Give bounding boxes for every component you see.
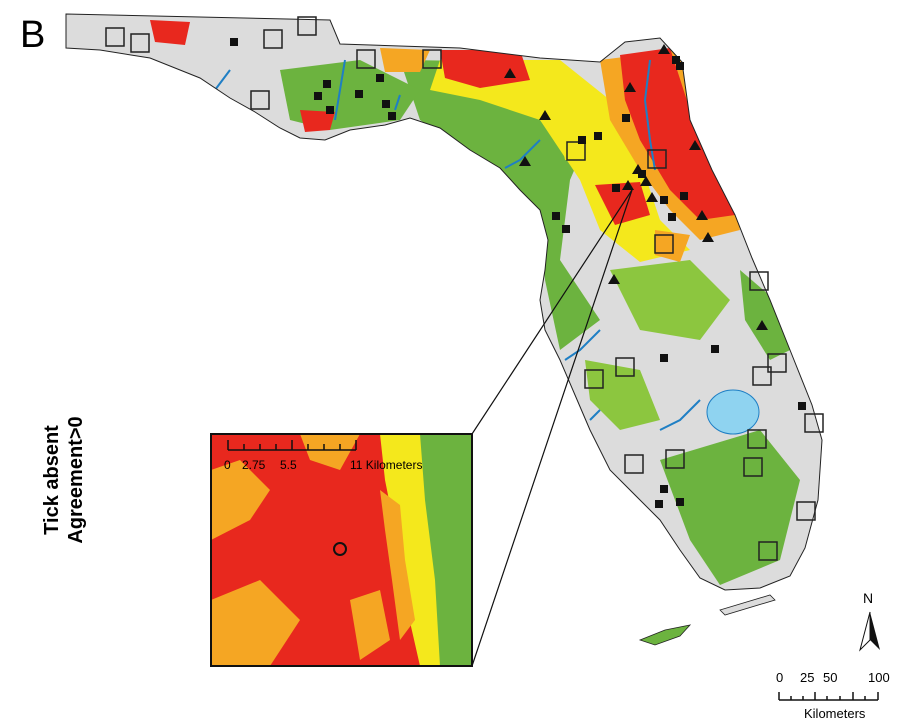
filled-triangle-icon (689, 140, 701, 150)
triangle-markers (504, 44, 768, 330)
scalebar-label: 0 (776, 670, 784, 685)
side-label-line2: Agreement>0 (65, 416, 87, 544)
filled-triangle-icon (756, 320, 768, 330)
filled-square-icon (622, 114, 630, 122)
open-square-icon (105, 27, 125, 47)
open-square-icon (584, 369, 604, 389)
filled-square-icon (660, 354, 668, 362)
inset-leader-lines (471, 189, 633, 667)
open-square-icon (422, 49, 442, 69)
filled-triangle-icon (608, 274, 620, 284)
filled-triangle-icon (539, 110, 551, 120)
filled-square-icon (655, 500, 663, 508)
open-square-markers (105, 16, 824, 561)
side-label-line1: Tick absent (41, 425, 63, 535)
filled-square-icon (388, 112, 396, 120)
filled-square-icon (676, 62, 684, 70)
inset-scale-label: 2.75 (242, 458, 266, 472)
filled-square-icon (323, 80, 331, 88)
filled-square-icon (668, 213, 676, 221)
open-square-icon (130, 33, 150, 53)
panel-letter: B (20, 14, 46, 56)
filled-square-icon (711, 345, 719, 353)
scalebar-label: 100 (868, 670, 890, 685)
filled-square-icon (660, 485, 668, 493)
inset-frame (210, 433, 473, 667)
scalebar-label: 25 (800, 670, 815, 685)
open-square-icon (665, 449, 685, 469)
filled-square-icon (578, 136, 586, 144)
filled-square-icon (798, 402, 806, 410)
filled-square-icon (382, 100, 390, 108)
lake-okeechobee (706, 389, 760, 435)
inset-scale-label: 11 Kilometers (350, 458, 423, 472)
north-label: N (863, 590, 874, 606)
open-square-icon (796, 501, 816, 521)
florida-keys (638, 594, 776, 646)
filled-square-icon (612, 184, 620, 192)
filled-triangle-icon (632, 164, 644, 174)
open-square-icon (767, 353, 787, 373)
open-square-icon (752, 366, 772, 386)
filled-square-icon (594, 132, 602, 140)
filled-square-icon (314, 92, 322, 100)
rivers (214, 59, 701, 431)
open-square-icon (747, 429, 767, 449)
filled-triangle-icon (640, 176, 652, 186)
filled-triangle-icon (624, 82, 636, 92)
inset-location-circle (333, 542, 347, 556)
inset-scale-bar (227, 440, 357, 451)
filled-square-icon (676, 498, 684, 506)
open-square-icon (263, 29, 283, 49)
filled-triangle-icon (622, 180, 634, 190)
filled-triangle-icon (696, 210, 708, 220)
scalebar-labels: 0 25 50 100 Kilometers (768, 666, 890, 721)
open-square-icon (297, 16, 317, 36)
filled-triangle-icon (658, 44, 670, 54)
open-square-icon (749, 271, 769, 291)
open-square-icon (647, 149, 667, 169)
open-square-icon (356, 49, 376, 69)
open-square-icon (250, 90, 270, 110)
open-square-icon (743, 457, 763, 477)
map-scale-bar (778, 692, 879, 701)
filled-triangle-icon (519, 156, 531, 166)
filled-square-icon (230, 38, 238, 46)
filled-triangle-icon (646, 192, 658, 202)
florida-outline (65, 13, 823, 591)
open-square-icon (624, 454, 644, 474)
scalebar-unit: Kilometers (804, 706, 866, 721)
open-square-icon (758, 541, 778, 561)
filled-square-icon (355, 90, 363, 98)
filled-triangle-icon (504, 68, 516, 78)
filled-square-icon (376, 74, 384, 82)
filled-square-icon (562, 225, 570, 233)
inset-map (211, 434, 472, 666)
open-square-icon (566, 141, 586, 161)
filled-square-icon (672, 56, 680, 64)
scalebar-label: 50 (823, 670, 838, 685)
north-arrow-icon (859, 611, 880, 652)
filled-square-icon (680, 192, 688, 200)
filled-square-icon (552, 212, 560, 220)
open-square-icon (804, 413, 824, 433)
filled-square-icon (326, 106, 334, 114)
inset-scale-label: 5.5 (280, 458, 297, 472)
filled-square-icon (660, 196, 668, 204)
open-square-icon (654, 234, 674, 254)
side-label: Tick absent Agreement>0 (40, 360, 88, 600)
open-square-icon (615, 357, 635, 377)
inset-scale-label: 0 (224, 458, 231, 472)
filled-triangle-icon (702, 232, 714, 242)
